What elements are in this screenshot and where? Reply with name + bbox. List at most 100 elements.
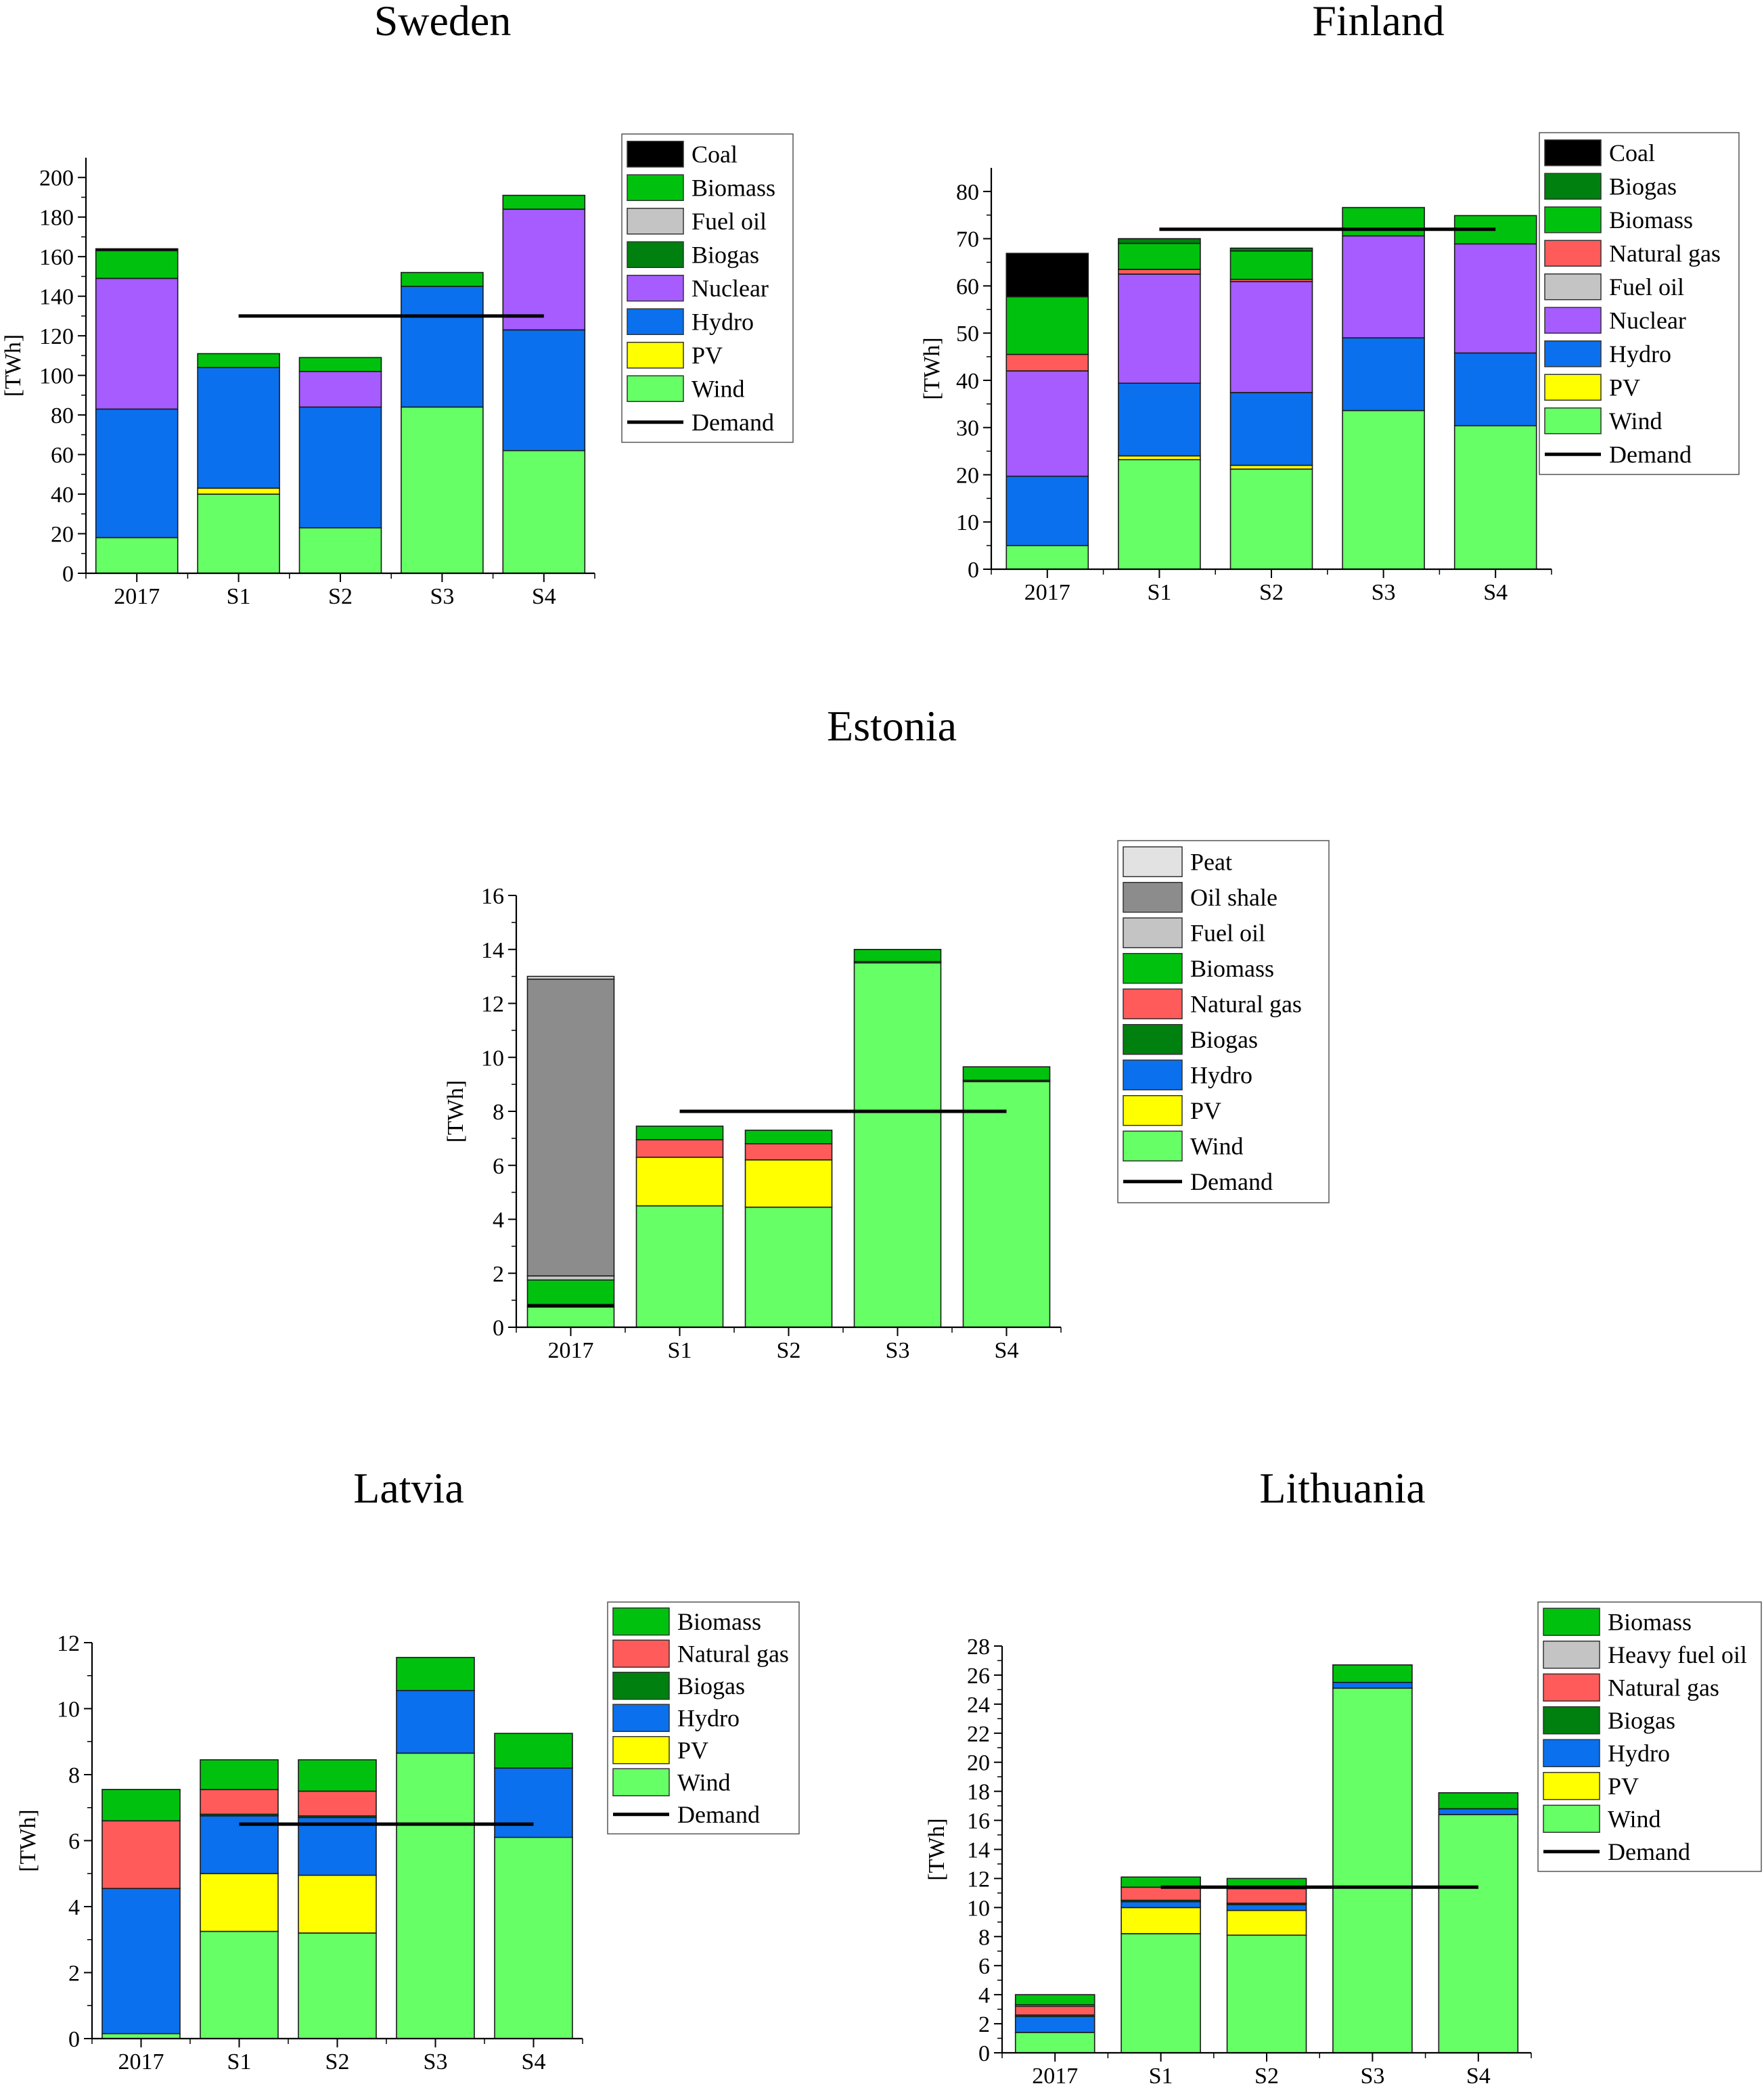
lithuania-ytick-label-28: 28 (967, 1635, 990, 1660)
estonia-bar-s4-wind (962, 1081, 1051, 1328)
estonia-bar-2017-peat (526, 975, 615, 980)
latvia-ytick-label-12: 12 (57, 1631, 80, 1656)
latvia-bar-s1-pv (200, 1873, 279, 1932)
finland-legend-swatch-hydro (1544, 340, 1602, 368)
sweden-xtick-label-2017: 2017 (114, 584, 160, 609)
sweden-bar-s4-nuclear (502, 208, 586, 331)
latvia-bar-s1-natural-gas (200, 1789, 279, 1815)
lithuania-ytick-label-24: 24 (967, 1693, 990, 1718)
lithuania-bar-s2-wind (1226, 1934, 1307, 2053)
finland-bar-s2-pv (1229, 464, 1313, 470)
lithuania-legend-swatch-hydro (1543, 1739, 1600, 1767)
estonia-title: Estonia (827, 702, 957, 750)
latvia-bar-2017-biomass (101, 1789, 181, 1821)
estonia-legend-swatch-wind (1123, 1130, 1183, 1161)
finland-legend-swatch-biomass (1544, 206, 1602, 234)
finland-bar-2017-nuclear (1005, 370, 1089, 477)
estonia-ytick-label-4: 4 (493, 1208, 504, 1233)
lithuania-xtick-label-s1: S1 (1149, 2064, 1173, 2088)
finland-xtick-label-s3: S3 (1372, 580, 1396, 605)
latvia-legend-label-wind: Wind (677, 1769, 731, 1796)
lithuania-bar-2017-natural-gas (1014, 2005, 1095, 2016)
lithuania-ytick-label-4: 4 (978, 1983, 990, 2008)
finland-legend-swatch-natural-gas (1544, 240, 1602, 267)
estonia-ytick-label-12: 12 (481, 992, 504, 1017)
latvia-legend-swatch-natural-gas (612, 1639, 670, 1668)
estonia-xtick-label-s1: S1 (668, 1338, 692, 1363)
finland-bar-s1-hydro (1118, 382, 1201, 457)
estonia-legend-swatch-biogas (1123, 1024, 1183, 1055)
sweden-legend-swatch-fuel-oil (627, 208, 684, 235)
finland-bar-2017-biomass (1005, 296, 1089, 355)
estonia-bar-s3-biomass (853, 949, 942, 962)
sweden-ytick-label-0: 0 (62, 562, 74, 587)
estonia-legend-swatch-fuel-oil (1123, 917, 1183, 948)
sweden-title: Sweden (374, 0, 512, 45)
estonia-legend-swatch-oil-shale (1123, 882, 1183, 913)
sweden-ytick-label-180: 180 (39, 206, 74, 231)
finland-legend: Coal Biogas Biomass Natural gas Fuel oil Nucl… (1539, 132, 1740, 475)
latvia-ytick-label-0: 0 (68, 2027, 80, 2052)
estonia-ytick-label-0: 0 (493, 1316, 504, 1341)
latvia-bar-2017-natural-gas (101, 1820, 181, 1890)
lithuania-bar-s1-wind (1121, 1933, 1201, 2053)
estonia-legend-label-pv: PV (1190, 1097, 1221, 1124)
sweden-legend-swatch-hydro (627, 308, 684, 335)
finland-bar-s2-hydro (1229, 392, 1313, 466)
lithuania-ytick-label-26: 26 (967, 1664, 990, 1689)
finland-legend-label-fuel-oil: Fuel oil (1609, 273, 1684, 301)
estonia-ytick-label-6: 6 (493, 1154, 504, 1179)
lithuania-legend-swatch-wind (1543, 1804, 1600, 1833)
estonia-legend-label-biomass: Biomass (1190, 955, 1274, 982)
finland-bar-s1-biomass (1118, 242, 1201, 270)
lithuania-ytick-label-20: 20 (967, 1751, 990, 1776)
latvia-bar-s2-wind (298, 1932, 377, 2039)
lithuania-legend-label-heavy-fuel-oil: Heavy fuel oil (1608, 1641, 1747, 1668)
latvia-bar-s1-biomass (200, 1759, 279, 1790)
estonia-bar-s1-wind (635, 1205, 724, 1328)
latvia-legend-label-biomass: Biomass (677, 1608, 761, 1635)
sweden-ytick-label-160: 160 (39, 245, 74, 270)
finland-legend-swatch-coal (1544, 139, 1602, 166)
estonia-bar-2017-wind (526, 1306, 615, 1328)
sweden-bar-s1-wind (197, 493, 280, 574)
latvia-ytick-label-8: 8 (68, 1763, 80, 1788)
sweden-legend-label-fuel-oil: Fuel oil (692, 208, 767, 235)
lithuania-bar-s2-hydro (1226, 1904, 1307, 1911)
latvia-legend: Biomass Natural gas Biogas Hydro PV Wind Deman… (607, 1601, 800, 1835)
sweden-legend-label-wind: Wind (692, 375, 745, 402)
lithuania-ytick-label-14: 14 (967, 1838, 990, 1863)
latvia-legend-swatch-hydro (612, 1704, 670, 1732)
latvia-ytick-label-10: 10 (57, 1697, 80, 1723)
sweden-bar-s4-biomass (502, 194, 586, 210)
finland-ytick-label-70: 70 (956, 227, 979, 252)
latvia-legend-swatch-pv (612, 1736, 670, 1764)
latvia-xtick-label-s4: S4 (522, 2049, 546, 2074)
sweden-legend-label-biogas: Biogas (692, 241, 759, 268)
estonia-legend-swatch-pv (1123, 1095, 1183, 1126)
lithuania-ytick-label-18: 18 (967, 1780, 990, 1805)
finland-ytick-label-0: 0 (968, 558, 979, 583)
sweden-legend-label-nuclear: Nuclear (692, 275, 769, 302)
estonia-legend-swatch-biomass (1123, 953, 1183, 984)
finland-bar-s2-biogas (1229, 247, 1313, 252)
sweden-bar-s3-biomass (401, 271, 484, 287)
sweden-legend-label-coal: Coal (692, 141, 738, 168)
sweden-bar-2017-coal (95, 248, 179, 252)
lithuania-legend: Biomass Heavy fuel oil Natural gas Biogas Hy… (1537, 1601, 1762, 1872)
estonia-xtick-label-s4: S4 (995, 1338, 1019, 1363)
finland-bar-s2-wind (1229, 468, 1313, 570)
finland-bar-s3-nuclear (1342, 235, 1425, 338)
latvia-title: Latvia (353, 1464, 463, 1512)
sweden-bar-s2-hydro (298, 406, 382, 529)
latvia-bar-s2-pv (298, 1874, 377, 1934)
sweden-ytick-label-140: 140 (39, 285, 74, 310)
estonia-xtick-label-2017: 2017 (548, 1338, 594, 1363)
estonia-bar-s2-biomass (744, 1130, 833, 1145)
estonia-xtick-label-s2: S2 (777, 1338, 801, 1363)
estonia-y-axis-label: [TWh] (443, 1080, 468, 1143)
estonia-bar-s4-biomass (962, 1066, 1051, 1081)
sweden-legend-swatch-wind (627, 375, 684, 402)
lithuania-legend-label-demand: Demand (1608, 1838, 1690, 1865)
lithuania-legend-label-wind: Wind (1608, 1805, 1661, 1832)
